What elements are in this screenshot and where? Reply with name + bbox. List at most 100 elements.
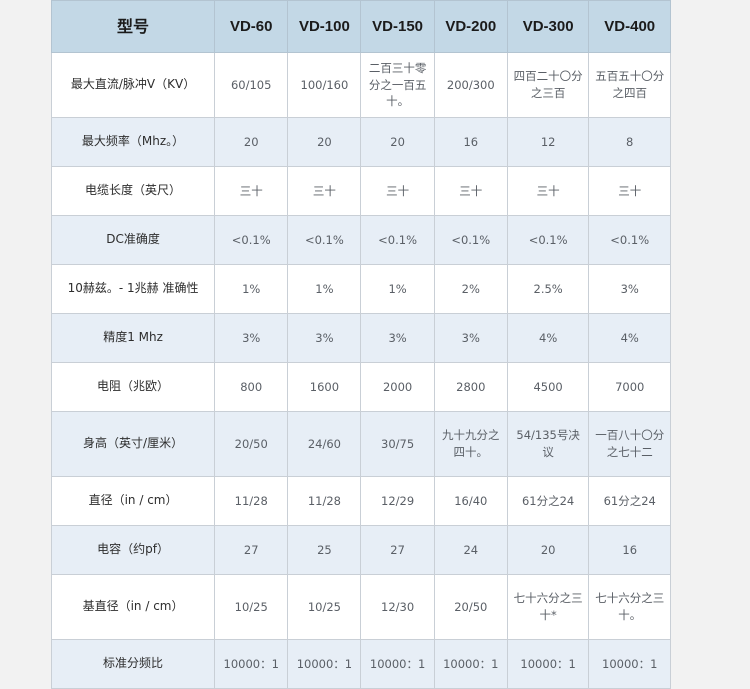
cell-vd300: 2.5% — [506, 264, 590, 314]
table-body: 最大直流/脉冲V（KV） 60/105 100/160 二百三十零分之一百五十。… — [50, 52, 671, 689]
cell-vd100: 10000：1 — [287, 639, 362, 689]
cell-vd60: 27 — [214, 525, 289, 575]
cell-vd100: 25 — [287, 525, 362, 575]
table-header-row: 型号 VD-60 VD-100 VD-150 VD-200 VD-300 VD-… — [50, 0, 671, 53]
cell-vd300: 4500 — [506, 362, 590, 412]
cell-vd400: 7000 — [588, 362, 671, 412]
cell-vd60: 60/105 — [214, 52, 289, 118]
cell-vd150: 2000 — [360, 362, 435, 412]
cell-vd200: 2800 — [433, 362, 508, 412]
cell-vd200: 20/50 — [433, 574, 508, 640]
cell-vd60: 10000：1 — [214, 639, 289, 689]
column-header-label: 型号 — [50, 0, 216, 53]
cell-vd60: 20 — [214, 117, 289, 167]
cell-vd150: 12/30 — [360, 574, 435, 640]
row-label: 电阻（兆欧） — [50, 362, 216, 412]
cell-vd150: 30/75 — [360, 411, 435, 477]
column-header-vd400: VD-400 — [588, 0, 671, 53]
cell-vd60: 10/25 — [214, 574, 289, 640]
cell-vd200: 3% — [433, 313, 508, 363]
cell-vd200: 10000：1 — [433, 639, 508, 689]
column-header-vd60: VD-60 — [214, 0, 289, 53]
row-label: 精度1 Mhz — [50, 313, 216, 363]
spec-table-container: 型号 VD-60 VD-100 VD-150 VD-200 VD-300 VD-… — [50, 0, 671, 689]
cell-vd400: 五百五十〇分之四百 — [588, 52, 671, 118]
cell-vd60: 20/50 — [214, 411, 289, 477]
cell-vd100: 100/160 — [287, 52, 362, 118]
cell-vd400: 16 — [588, 525, 671, 575]
cell-vd200: 三十 — [433, 166, 508, 216]
cell-vd100: 三十 — [287, 166, 362, 216]
cell-vd200: 200/300 — [433, 52, 508, 118]
cell-vd150: 3% — [360, 313, 435, 363]
cell-vd60: 11/28 — [214, 476, 289, 526]
cell-vd200: 2% — [433, 264, 508, 314]
table-row: 最大直流/脉冲V（KV） 60/105 100/160 二百三十零分之一百五十。… — [50, 52, 671, 118]
cell-vd300: 20 — [506, 525, 590, 575]
cell-vd150: 27 — [360, 525, 435, 575]
cell-vd400: 61分之24 — [588, 476, 671, 526]
table-row: 电阻（兆欧） 800 1600 2000 2800 4500 7000 — [50, 362, 671, 412]
cell-vd60: 三十 — [214, 166, 289, 216]
cell-vd300: 4% — [506, 313, 590, 363]
cell-vd150: 三十 — [360, 166, 435, 216]
row-label: 直径（in / cm） — [50, 476, 216, 526]
cell-vd300: 54/135号决议 — [506, 411, 590, 477]
row-label: 最大直流/脉冲V（KV） — [50, 52, 216, 118]
row-label: 电容（约pf） — [50, 525, 216, 575]
cell-vd60: 1% — [214, 264, 289, 314]
cell-vd400: 3% — [588, 264, 671, 314]
cell-vd300: 三十 — [506, 166, 590, 216]
column-header-vd100: VD-100 — [287, 0, 362, 53]
cell-vd300: 10000：1 — [506, 639, 590, 689]
cell-vd100: 11/28 — [287, 476, 362, 526]
table-row: DC准确度 <0.1% <0.1% <0.1% <0.1% <0.1% <0.1… — [50, 215, 671, 265]
cell-vd100: 10/25 — [287, 574, 362, 640]
row-label: 10赫兹。- 1兆赫 准确性 — [50, 264, 216, 314]
cell-vd100: 1600 — [287, 362, 362, 412]
table-row: 电缆长度（英尺） 三十 三十 三十 三十 三十 三十 — [50, 166, 671, 216]
cell-vd400: <0.1% — [588, 215, 671, 265]
cell-vd400: 10000：1 — [588, 639, 671, 689]
cell-vd400: 一百八十〇分之七十二 — [588, 411, 671, 477]
cell-vd60: <0.1% — [214, 215, 289, 265]
page-background: 型号 VD-60 VD-100 VD-150 VD-200 VD-300 VD-… — [50, 0, 671, 689]
cell-vd100: 3% — [287, 313, 362, 363]
column-header-vd200: VD-200 — [433, 0, 508, 53]
cell-vd400: 4% — [588, 313, 671, 363]
cell-vd200: 24 — [433, 525, 508, 575]
row-label: DC准确度 — [50, 215, 216, 265]
row-label: 最大频率（Mhz。） — [50, 117, 216, 167]
cell-vd60: 800 — [214, 362, 289, 412]
row-label: 基直径（in / cm） — [50, 574, 216, 640]
column-header-vd150: VD-150 — [360, 0, 435, 53]
row-label: 标准分频比 — [50, 639, 216, 689]
cell-vd200: 九十九分之四十。 — [433, 411, 508, 477]
specification-table: 型号 VD-60 VD-100 VD-150 VD-200 VD-300 VD-… — [50, 0, 671, 689]
cell-vd300: <0.1% — [506, 215, 590, 265]
cell-vd150: 20 — [360, 117, 435, 167]
table-row: 基直径（in / cm） 10/25 10/25 12/30 20/50 七十六… — [50, 574, 671, 640]
cell-vd300: 12 — [506, 117, 590, 167]
column-header-vd300: VD-300 — [506, 0, 590, 53]
table-row: 直径（in / cm） 11/28 11/28 12/29 16/40 61分之… — [50, 476, 671, 526]
cell-vd100: 1% — [287, 264, 362, 314]
cell-vd150: <0.1% — [360, 215, 435, 265]
cell-vd150: 10000：1 — [360, 639, 435, 689]
cell-vd150: 1% — [360, 264, 435, 314]
table-row: 10赫兹。- 1兆赫 准确性 1% 1% 1% 2% 2.5% 3% — [50, 264, 671, 314]
cell-vd300: 七十六分之三十* — [506, 574, 590, 640]
cell-vd300: 四百二十〇分之三百 — [506, 52, 590, 118]
cell-vd150: 12/29 — [360, 476, 435, 526]
cell-vd150: 二百三十零分之一百五十。 — [360, 52, 435, 118]
cell-vd400: 七十六分之三十。 — [588, 574, 671, 640]
table-row: 标准分频比 10000：1 10000：1 10000：1 10000：1 10… — [50, 639, 671, 689]
cell-vd300: 61分之24 — [506, 476, 590, 526]
table-row: 身高（英寸/厘米） 20/50 24/60 30/75 九十九分之四十。 54/… — [50, 411, 671, 477]
row-label: 身高（英寸/厘米） — [50, 411, 216, 477]
cell-vd100: <0.1% — [287, 215, 362, 265]
cell-vd400: 8 — [588, 117, 671, 167]
table-row: 最大频率（Mhz。） 20 20 20 16 12 8 — [50, 117, 671, 167]
cell-vd100: 20 — [287, 117, 362, 167]
cell-vd60: 3% — [214, 313, 289, 363]
